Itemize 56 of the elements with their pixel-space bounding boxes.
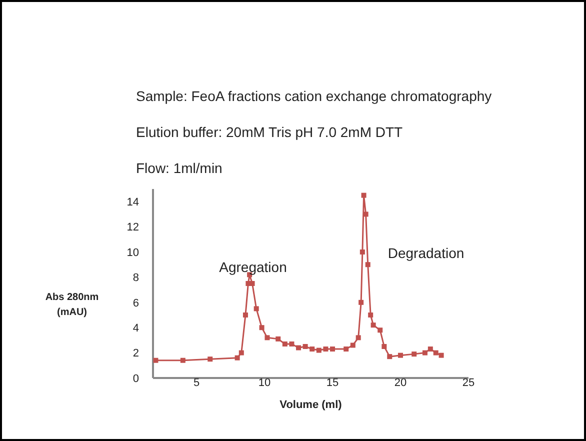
point (428, 346, 433, 352)
x-tick-label: 20 (394, 376, 407, 389)
point (180, 358, 186, 363)
point (360, 250, 365, 254)
point (398, 352, 404, 358)
point (438, 352, 444, 358)
y-tick-label: 8 (132, 272, 139, 284)
point (323, 346, 328, 352)
text: Sample: FeoA fractions cation exchange chromatography (136, 88, 492, 104)
text: Flow: 1ml/min (136, 160, 222, 176)
point (264, 335, 270, 340)
point (422, 350, 428, 356)
y-axis-title: Abs 280nm (mAU) (45, 292, 99, 318)
x-tick-label: 25 (462, 376, 475, 389)
point (208, 356, 213, 362)
point (282, 341, 288, 346)
y-tick-label: 0 (132, 372, 139, 385)
point (382, 344, 387, 349)
point (153, 358, 158, 363)
point (254, 306, 259, 312)
point (365, 262, 370, 268)
y-tick-label: 12 (126, 222, 139, 234)
point (387, 354, 392, 360)
point (344, 346, 349, 352)
point (310, 346, 315, 352)
x-tick-label: 5 (193, 376, 200, 389)
point (316, 348, 322, 353)
point (330, 346, 336, 352)
point (276, 336, 281, 342)
y-tick-label: 2 (132, 348, 139, 360)
y-tick-label: 10 (126, 246, 139, 259)
point (259, 325, 264, 330)
point (378, 328, 383, 333)
point (356, 335, 361, 340)
x-tick-label: 10 (258, 376, 271, 389)
point (238, 350, 244, 356)
point (242, 312, 248, 318)
y-tick-label: 14 (126, 196, 139, 208)
y-tick-label: 4 (132, 322, 139, 334)
point (289, 341, 294, 346)
point (433, 350, 438, 356)
point (302, 344, 308, 349)
point (234, 355, 240, 360)
point (350, 342, 356, 348)
x-axis-title: Volume (ml) (280, 399, 342, 411)
point (361, 192, 366, 198)
text: Elution buffer: 20mM Tris pH 7.0 2mM DTT (136, 124, 404, 140)
x-tick-label: 15 (326, 376, 339, 389)
point (412, 352, 417, 357)
y-tick-label: 6 (132, 297, 139, 310)
annotation: Degradation (388, 244, 464, 261)
point (370, 322, 376, 328)
annotation: Agregation (219, 258, 287, 275)
point (358, 300, 364, 305)
point (296, 345, 302, 350)
point (368, 312, 374, 318)
